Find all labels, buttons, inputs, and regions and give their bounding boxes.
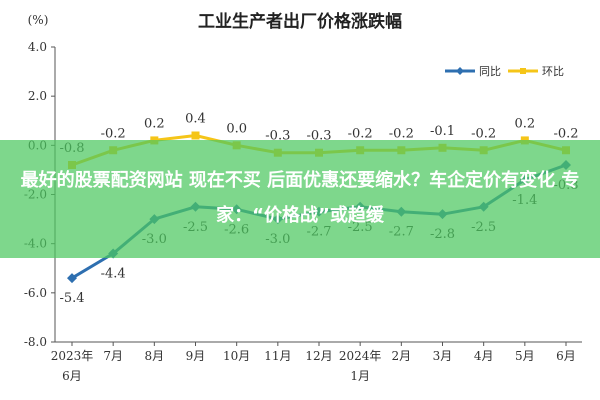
y-axis-unit: (%)	[28, 13, 49, 27]
y-tick-label: -8.0	[24, 335, 47, 349]
x-tick-label: 10月	[223, 349, 250, 363]
data-label: 0.2	[144, 116, 165, 131]
headline-banner[interactable]	[0, 140, 600, 258]
x-tick-label: 9月	[186, 349, 206, 363]
data-label: 0.4	[185, 112, 206, 127]
y-tick-label: -6.0	[24, 286, 47, 300]
data-label: -4.4	[101, 267, 126, 282]
data-label: -0.1	[430, 124, 455, 139]
x-tick-label: 1月	[350, 369, 370, 383]
y-tick-label: 2.0	[28, 89, 47, 103]
x-tick-label: 4月	[474, 349, 494, 363]
data-label: -0.2	[101, 126, 126, 141]
data-label: -0.2	[553, 126, 578, 141]
x-tick-label: 2023年	[51, 349, 94, 363]
legend-label: 同比	[479, 65, 501, 78]
x-tick-label: 3月	[433, 349, 453, 363]
data-label: -0.2	[389, 126, 414, 141]
headline-text[interactable]: 最好的股票配资网站 现在不买 后面优惠还要缩水？车企定价有变化 专家：“价格战”…	[20, 170, 580, 226]
data-label: 0.2	[514, 116, 535, 131]
data-label: -5.4	[59, 291, 84, 306]
data-point	[191, 131, 200, 140]
x-tick-label: 8月	[145, 349, 165, 363]
x-tick-label: 6月	[556, 349, 576, 363]
chart-title: 工业生产者出厂价格涨跌幅	[198, 11, 402, 32]
legend-swatch-marker	[520, 68, 526, 74]
data-label: -0.3	[265, 129, 290, 144]
data-label: -0.2	[471, 126, 496, 141]
x-tick-label: 6月	[62, 369, 82, 383]
x-tick-label: 2月	[392, 349, 412, 363]
legend-label: 环比	[542, 65, 564, 78]
x-tick-label: 2024年	[339, 349, 382, 363]
x-tick-label: 12月	[305, 349, 332, 363]
x-tick-label: 11月	[264, 349, 291, 363]
data-label: -0.3	[306, 129, 331, 144]
x-tick-label: 7月	[103, 349, 123, 363]
data-label: -0.2	[348, 126, 373, 141]
y-tick-label: 4.0	[28, 40, 47, 54]
x-tick-label: 5月	[515, 349, 535, 363]
legend-swatch-marker	[456, 67, 464, 75]
data-point	[67, 273, 77, 284]
data-label: 0.0	[226, 121, 247, 136]
